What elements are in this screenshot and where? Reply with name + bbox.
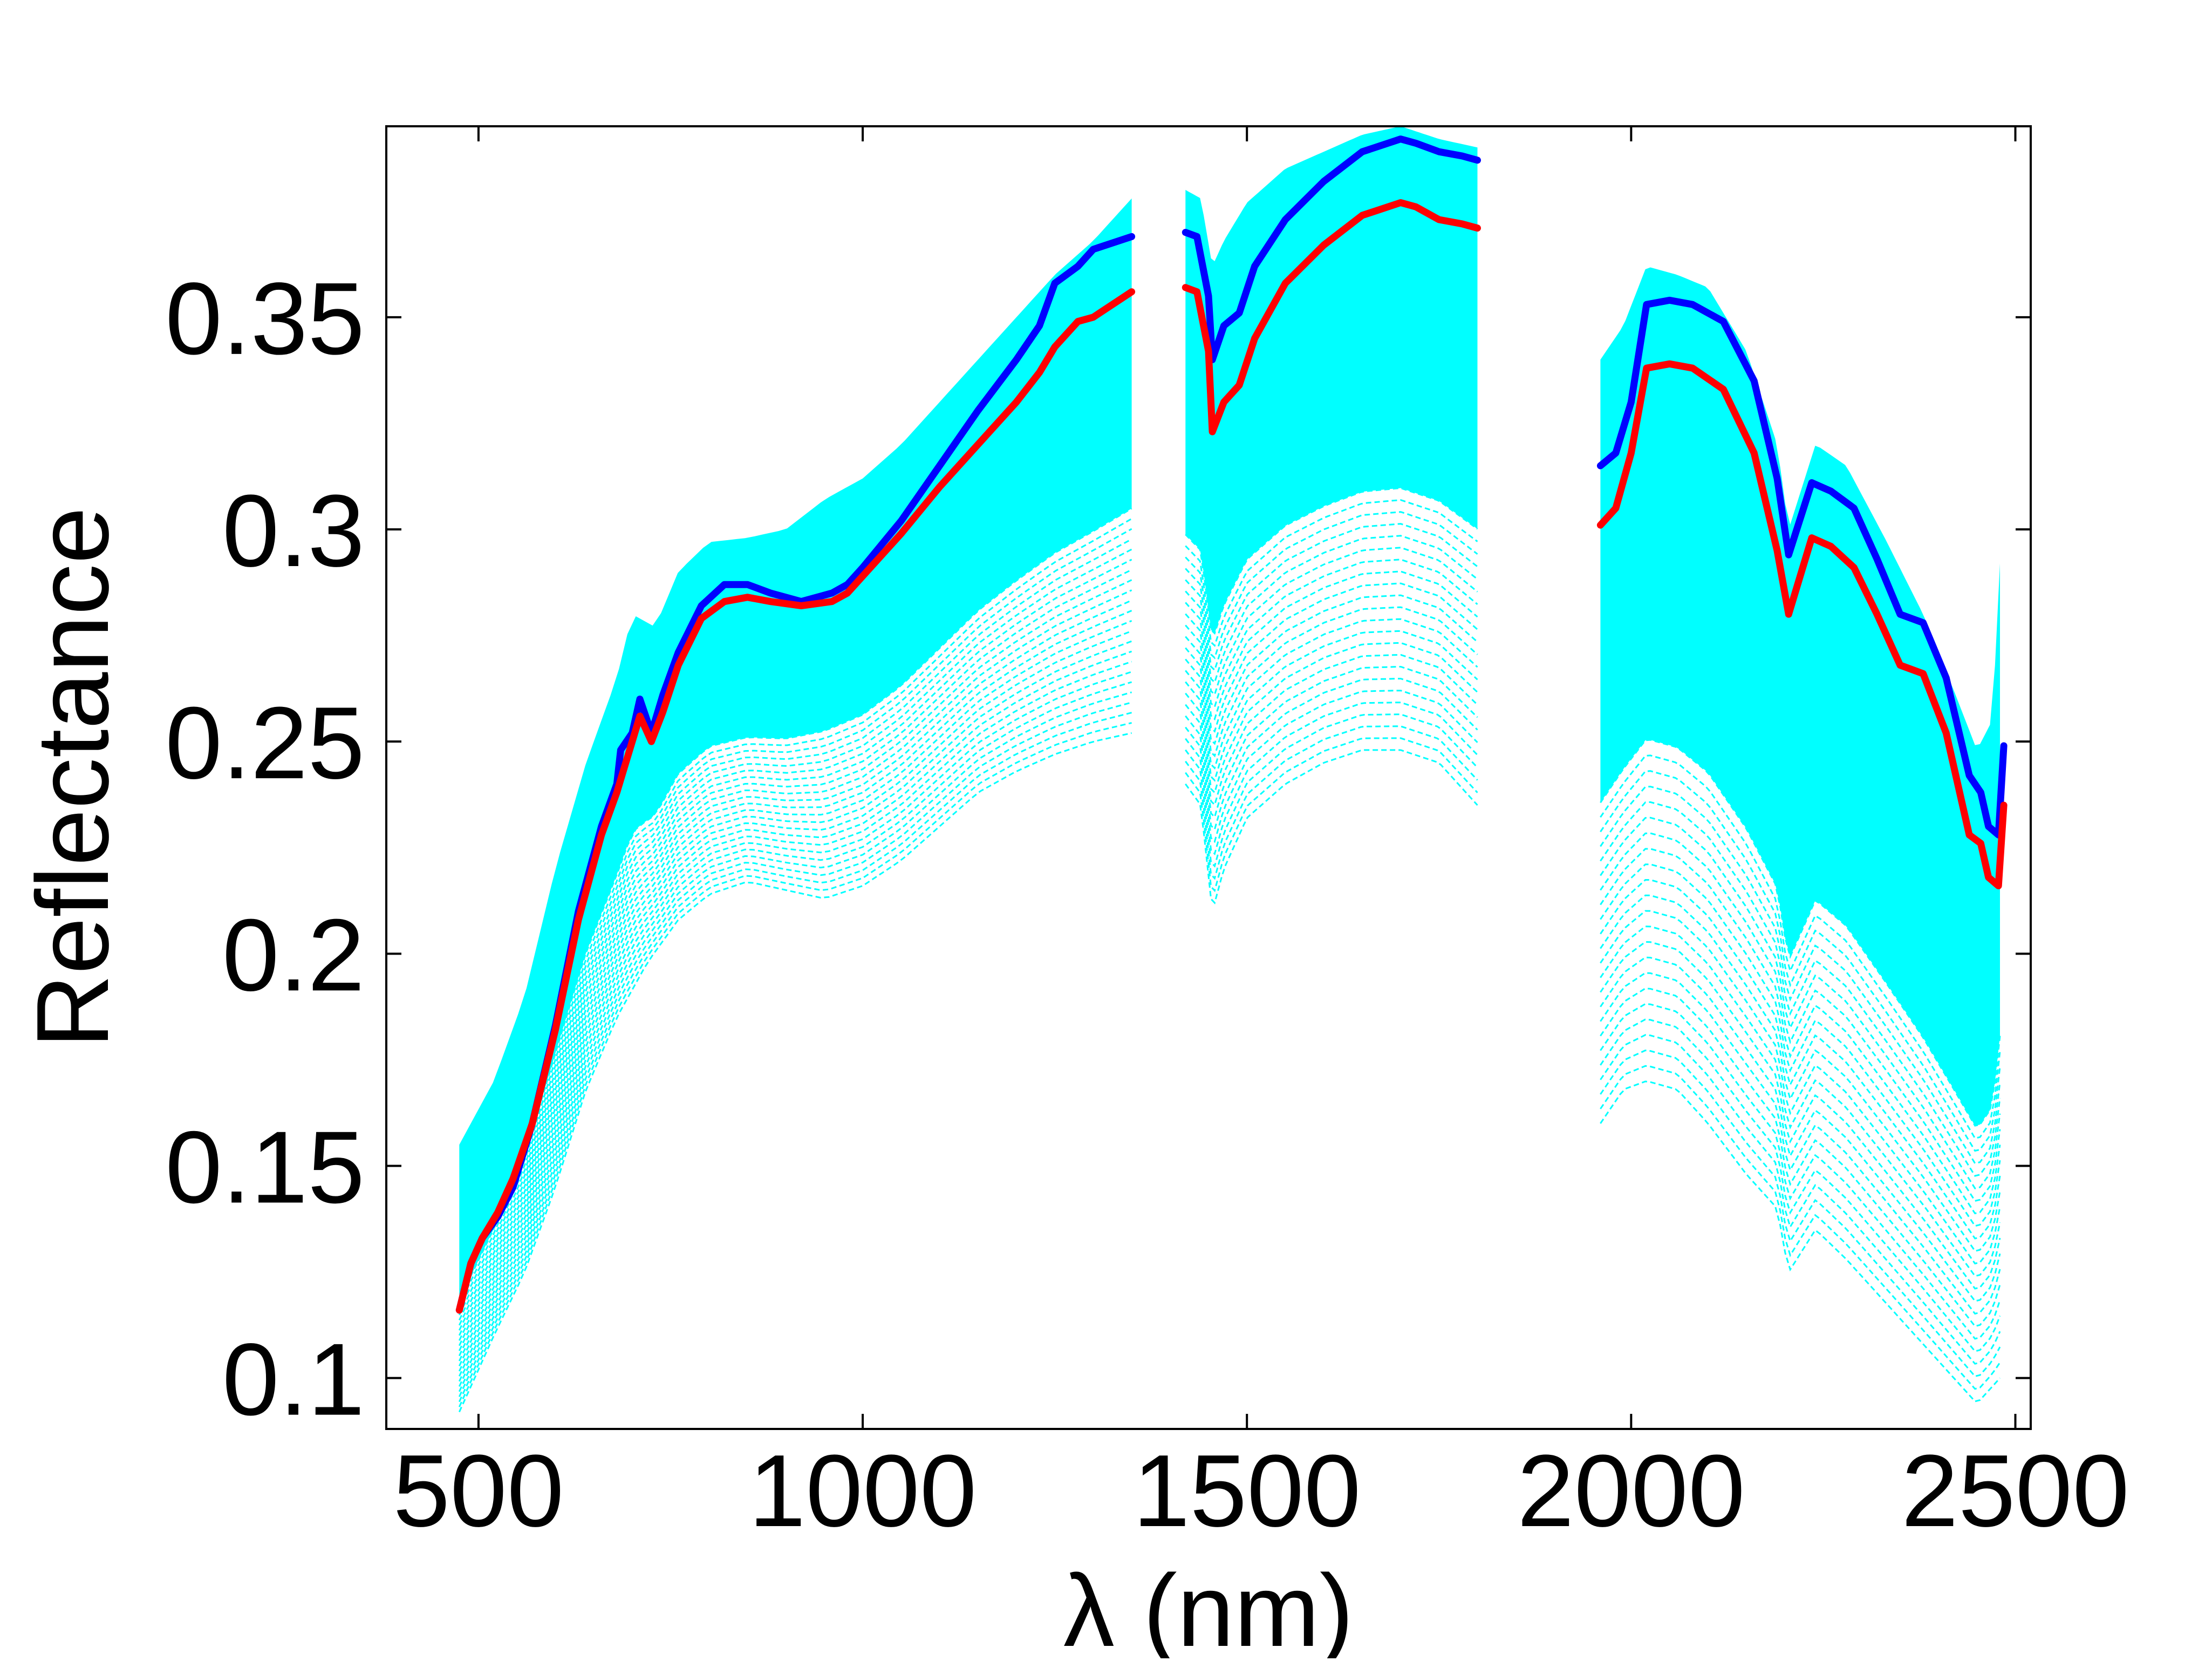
series-0-segment-2: [1596, 296, 2008, 839]
spectrum-line: [458, 681, 1132, 1387]
spectrum-line: [1600, 832, 2001, 1202]
spectrum-line: [1600, 894, 2001, 1252]
spectrum-line: [1600, 1018, 2001, 1352]
spectrum-line: [1600, 879, 2001, 1240]
spectrum-line: [1185, 499, 1478, 648]
y-tick-label: 0.25: [165, 686, 365, 800]
spectrum-line: [458, 548, 1132, 1320]
spectrum-line: [1600, 848, 2001, 1215]
y-tick-label: 0.2: [222, 898, 365, 1012]
spectrum-line: [458, 518, 1132, 1305]
x-tick-label: 2000: [1517, 1434, 1745, 1548]
spectrum-line: [1600, 863, 2001, 1227]
spectrum-line: [458, 630, 1132, 1362]
spectrum-line: [1185, 653, 1478, 807]
series-1-segment-1: [1182, 199, 1481, 435]
spectrum-line: [1600, 925, 2001, 1277]
spectra-band-2: [1600, 267, 2000, 1126]
x-tick-label: 2500: [1901, 1434, 2129, 1548]
spectrum-line: [1600, 956, 2001, 1302]
spectrum-line: [1185, 606, 1478, 758]
spectrum-line: [1185, 630, 1478, 782]
spectrum-line: [1600, 739, 2001, 1127]
spectrum-line: [458, 691, 1132, 1392]
spectrum-line: [458, 528, 1132, 1311]
spectrum-line: [458, 620, 1132, 1357]
spectrum-line: [1185, 559, 1478, 709]
spectrum-line: [1185, 618, 1478, 770]
spectrum-line: [1185, 582, 1478, 733]
series-1-segment-0: [455, 288, 1136, 1314]
spectrum-line: [458, 579, 1132, 1336]
spectrum-line: [458, 589, 1132, 1341]
spectrum-line: [458, 508, 1132, 1301]
spectrum-line: [1600, 988, 2001, 1328]
spectrum-line: [1185, 713, 1478, 868]
spectrum-line: [458, 600, 1132, 1346]
spectrum-line: [1600, 816, 2001, 1189]
x-tick-label: 1500: [1133, 1434, 1361, 1548]
spectrum-line: [1600, 770, 2001, 1152]
spectrum-line: [1600, 972, 2001, 1315]
spectrum-line: [1185, 737, 1478, 893]
spectrum-line: [1185, 523, 1478, 672]
spectrum-line: [458, 732, 1132, 1413]
x-axis-label: λ (nm): [1063, 1554, 1354, 1658]
spectrum-line: [1600, 1049, 2001, 1378]
y-tick-label: 0.15: [165, 1110, 365, 1224]
spectrum-line: [1185, 725, 1478, 880]
spectrum-line: [458, 640, 1132, 1367]
plot-frame: [385, 125, 2032, 1430]
spectrum-line: [458, 569, 1132, 1331]
spectrum-line: [1185, 594, 1478, 745]
series-0-segment-1: [1182, 135, 1481, 363]
spectrum-line: [1600, 910, 2001, 1265]
spectrum-line: [458, 702, 1132, 1397]
spectrum-line: [1185, 702, 1478, 856]
spectrum-line: [458, 671, 1132, 1382]
x-tick-label: 500: [393, 1434, 564, 1548]
x-tick-label: 1000: [749, 1434, 977, 1548]
spectrum-line: [1185, 570, 1478, 721]
y-axis-label: Reflectance: [16, 507, 130, 1048]
spectrum-line: [458, 650, 1132, 1372]
spectrum-line: [1185, 642, 1478, 794]
series-1-segment-2: [1596, 360, 2008, 889]
spectrum-line: [1185, 535, 1478, 684]
spectrum-line: [458, 661, 1132, 1377]
spectrum-line: [1600, 754, 2001, 1140]
spectrum-line: [1185, 749, 1478, 904]
spectrum-line: [1185, 547, 1478, 696]
spectra-band-0: [459, 198, 1132, 1300]
spectrum-line: [1185, 690, 1478, 843]
y-tick-label: 0.35: [165, 262, 365, 376]
spectrum-line: [1185, 665, 1478, 819]
spectra-band-1: [1185, 126, 1478, 634]
spectrum-line: [1600, 801, 2001, 1177]
y-tick-label: 0.1: [222, 1323, 365, 1437]
spectrum-line: [458, 559, 1132, 1326]
spectrum-line: [1600, 1003, 2001, 1340]
spectrum-line: [1600, 1034, 2001, 1365]
y-tick-label: 0.3: [222, 474, 365, 588]
spectrum-line: [1600, 1080, 2001, 1403]
spectrum-line: [1185, 678, 1478, 831]
spectrum-line: [1600, 1065, 2001, 1390]
spectrum-line: [458, 610, 1132, 1351]
spectrum-line: [1185, 487, 1478, 635]
spectrum-line: [458, 722, 1132, 1407]
spectrum-line: [1600, 786, 2001, 1165]
spectrum-line: [1600, 941, 2001, 1290]
